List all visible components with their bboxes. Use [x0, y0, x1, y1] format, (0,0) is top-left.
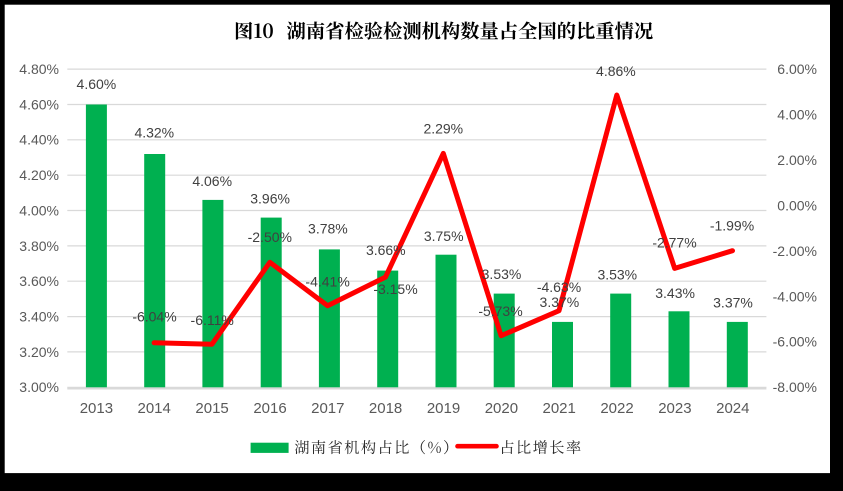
svg-text:3.53%: 3.53% — [482, 266, 522, 282]
svg-text:2015: 2015 — [195, 400, 228, 417]
svg-text:3.37%: 3.37% — [540, 294, 580, 310]
svg-text:4.00%: 4.00% — [19, 202, 59, 218]
svg-text:2024: 2024 — [716, 400, 749, 417]
svg-text:2013: 2013 — [80, 400, 113, 417]
svg-text:4.20%: 4.20% — [19, 167, 59, 183]
svg-text:2018: 2018 — [369, 400, 402, 417]
svg-text:2019: 2019 — [427, 400, 460, 417]
svg-text:6.00%: 6.00% — [777, 61, 817, 77]
svg-text:2023: 2023 — [658, 400, 691, 417]
svg-text:3.60%: 3.60% — [19, 273, 59, 289]
svg-text:3.66%: 3.66% — [366, 242, 406, 258]
svg-text:2.00%: 2.00% — [777, 152, 817, 168]
svg-text:2014: 2014 — [138, 400, 171, 417]
svg-text:2017: 2017 — [311, 400, 344, 417]
svg-text:4.32%: 4.32% — [134, 125, 174, 141]
svg-text:4.00%: 4.00% — [777, 107, 817, 123]
svg-text:3.80%: 3.80% — [19, 238, 59, 254]
svg-text:-2.50%: -2.50% — [248, 229, 292, 245]
svg-text:0.00%: 0.00% — [777, 197, 817, 213]
svg-text:2021: 2021 — [543, 400, 576, 417]
svg-text:2016: 2016 — [253, 400, 286, 417]
svg-text:-1.99%: -1.99% — [710, 218, 754, 234]
svg-text:4.60%: 4.60% — [77, 76, 117, 92]
svg-text:3.96%: 3.96% — [250, 190, 290, 206]
svg-text:4.86%: 4.86% — [596, 63, 636, 79]
svg-text:-6.04%: -6.04% — [132, 309, 176, 325]
svg-text:2020: 2020 — [485, 400, 518, 417]
svg-text:-8.00%: -8.00% — [773, 379, 817, 395]
svg-text:-3.15%: -3.15% — [373, 281, 417, 297]
svg-text:-2.00%: -2.00% — [773, 243, 817, 259]
svg-text:-2.77%: -2.77% — [652, 235, 696, 251]
svg-text:3.53%: 3.53% — [597, 266, 637, 282]
svg-text:-6.11%: -6.11% — [191, 312, 234, 328]
svg-text:-4.63%: -4.63% — [537, 279, 581, 295]
svg-text:3.43%: 3.43% — [655, 285, 695, 301]
svg-text:4.06%: 4.06% — [192, 173, 232, 189]
svg-text:-6.00%: -6.00% — [773, 334, 817, 350]
svg-text:4.40%: 4.40% — [19, 132, 59, 148]
svg-text:2.29%: 2.29% — [423, 120, 463, 136]
svg-text:4.80%: 4.80% — [19, 61, 59, 77]
svg-text:3.78%: 3.78% — [308, 220, 348, 236]
svg-text:3.37%: 3.37% — [713, 294, 753, 310]
svg-text:3.00%: 3.00% — [19, 379, 59, 395]
svg-text:4.60%: 4.60% — [19, 96, 59, 112]
svg-text:-5.73%: -5.73% — [478, 303, 522, 319]
svg-text:-4.00%: -4.00% — [773, 288, 817, 304]
svg-text:3.20%: 3.20% — [19, 344, 59, 360]
svg-text:-4.41%: -4.41% — [305, 273, 349, 289]
svg-text:3.75%: 3.75% — [424, 228, 464, 244]
svg-text:2022: 2022 — [600, 400, 633, 417]
svg-text:3.40%: 3.40% — [19, 309, 59, 325]
